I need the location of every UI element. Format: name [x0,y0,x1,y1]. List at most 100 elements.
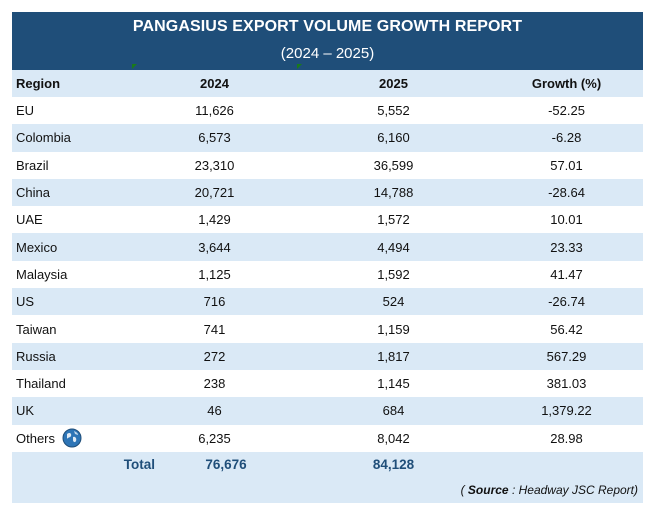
cell-region: US [12,294,132,309]
cell-region: Malaysia [12,267,132,282]
source-label: Source [467,482,509,497]
cell-2024: 716 [203,294,226,310]
table-header: Region 2024 2025 Growth (%) [12,64,643,97]
table-row: UK 46 684 1,379.22 [12,397,643,425]
table-row: Russia 272 1,817 567.29 [12,342,643,370]
region-name: Russia [16,348,56,364]
table-row: UAE 1,429 1,572 10.01 [12,206,643,233]
cell-region: UAE [12,212,132,227]
header-2025: 2025 [297,64,490,91]
header-2024-label: 2024 [200,76,229,91]
cell-region: Russia [12,349,132,364]
cell-region: Taiwan [12,322,132,337]
region-name: Taiwan [16,321,57,337]
total-row: Total 76,676 84,128 [12,452,643,478]
cell-region: Mexico [12,240,132,255]
table-row: China 20,721 14,788 -28.64 [12,178,643,207]
header-growth: Growth (%) [531,76,602,91]
cell-2024: 238 [203,376,226,392]
table-row: Malaysia 1,125 1,592 41.47 [12,261,643,288]
cell-2025: 1,592 [377,266,410,282]
cell-region: UK [12,403,132,418]
cell-2025: 4,494 [377,239,410,255]
cell-2024: 1,429 [198,212,231,228]
cell-region: China [12,185,132,200]
cell-growth: 381.03 [546,376,587,392]
cell-region: Thailand [12,376,132,391]
cell-region: EU [12,103,132,118]
region-name: UK [16,403,35,419]
cell-region: Others [12,428,132,448]
cell-growth: 28.98 [550,430,583,446]
cell-2024: 6,235 [198,430,231,446]
cell-2024: 6,573 [198,130,231,146]
table-row: Colombia 6,573 6,160 -6.28 [12,124,643,152]
region-name: Colombia [16,130,71,146]
cell-growth: 57.01 [550,157,583,173]
header-region: Region [16,76,61,91]
source-text: : Headway JSC Report) [508,482,638,497]
cell-growth: 56.42 [550,321,583,337]
table-row: Taiwan 741 1,159 56.42 [12,315,643,342]
cell-2024: 741 [203,321,226,337]
cell-2024: 1,125 [198,266,231,282]
cell-growth: 23.33 [550,239,583,255]
region-name: Brazil [16,157,49,173]
report-title: PANGASIUS EXPORT VOLUME GROWTH REPORT [132,18,523,35]
cell-2024: 46 [207,403,222,419]
region-name: US [16,294,35,310]
cell-2025: 1,159 [377,321,410,337]
cell-2025: 5,552 [377,103,410,119]
table-row: Others 6,235 8,042 28.98 [12,425,643,452]
report-subtitle: (2024 – 2025) [280,45,375,62]
table-body: EU 11,626 5,552 -52.25 Colombia 6,573 6,160 -6.… [12,97,643,452]
header-2025-label: 2025 [379,76,408,91]
cell-2025: 524 [382,294,405,310]
globe-icon [62,428,82,448]
cell-2024: 20,721 [194,185,235,201]
region-name: Others [16,430,56,446]
cell-2024: 272 [203,348,226,364]
source-note: ( Source : Headway JSC Report) [461,483,638,497]
cell-growth: -28.64 [548,185,585,201]
cell-growth: -6.28 [551,130,582,146]
region-name: China [16,185,50,201]
region-name: Mexico [16,239,58,255]
cell-2024: 3,644 [198,239,231,255]
cell-growth: 567.29 [546,348,587,364]
cell-growth: 1,379.22 [541,403,592,419]
cell-2024: 23,310 [194,157,235,173]
total-2025: 84,128 [372,457,415,473]
cell-growth: 10.01 [550,212,583,228]
cell-growth: -26.74 [548,294,585,310]
header-2024: 2024 [132,64,297,91]
cell-region: Brazil [12,158,132,173]
table-row: Thailand 238 1,145 381.03 [12,370,643,397]
title-band: PANGASIUS EXPORT VOLUME GROWTH REPORT (2… [12,12,643,70]
cell-growth: 41.47 [550,266,583,282]
region-name: Malaysia [16,266,68,282]
total-section: Total 76,676 84,128 ( Source : Headway J… [12,451,643,503]
table-row: EU 11,626 5,552 -52.25 [12,97,643,124]
cell-2025: 1,572 [377,212,410,228]
cell-2025: 14,788 [373,185,414,201]
total-label: Total [123,457,155,473]
cell-2024: 11,626 [195,103,234,119]
cell-2025: 8,042 [377,430,410,446]
cell-2025: 6,160 [377,130,410,146]
region-name: Thailand [16,376,66,392]
table-row: US 716 524 -26.74 [12,288,643,316]
table-row: Mexico 3,644 4,494 23.33 [12,233,643,261]
region-name: EU [16,103,35,119]
cell-comment-marker [297,64,302,69]
cell-region: Colombia [12,130,132,145]
cell-2025: 1,817 [377,348,410,364]
cell-2025: 36,599 [373,157,414,173]
cell-2025: 684 [382,403,405,419]
source-prefix: ( [460,482,468,497]
cell-comment-marker [132,64,137,69]
export-report: PANGASIUS EXPORT VOLUME GROWTH REPORT (2… [12,12,643,503]
cell-growth: -52.25 [548,103,585,119]
table-row: Brazil 23,310 36,599 57.01 [12,152,643,179]
total-2024: 76,676 [205,457,247,473]
